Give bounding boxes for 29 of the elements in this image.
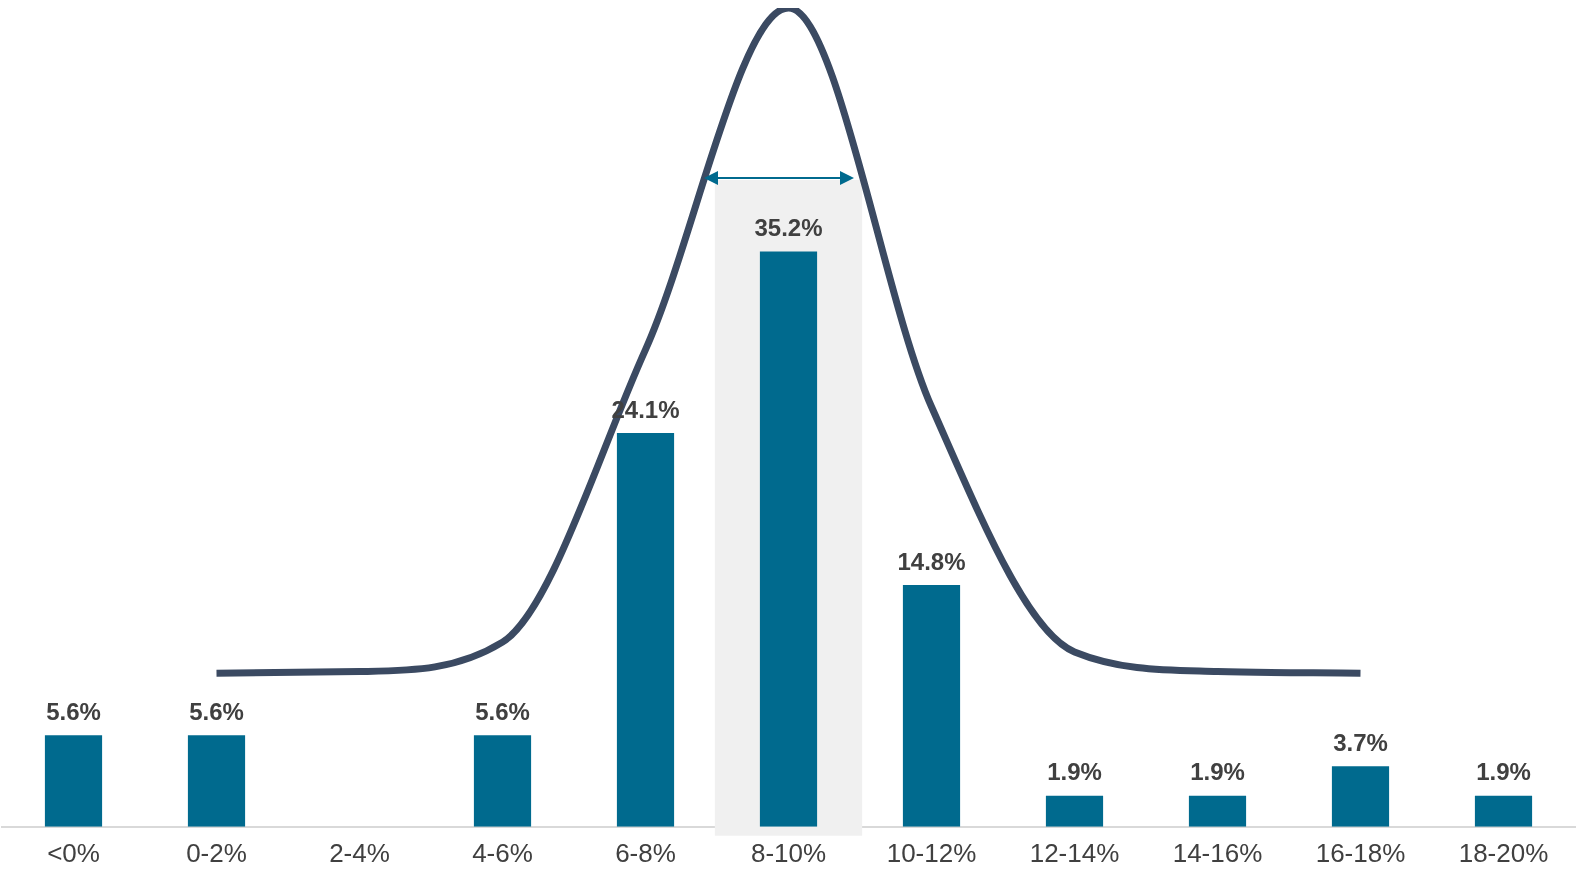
bar [902,584,961,827]
x-tick-label: 18-20% [1458,837,1549,868]
x-tick-label: 14-16% [1172,837,1263,868]
bar [1188,795,1247,827]
bar [473,735,532,827]
x-tick-label: 6-8% [615,837,676,868]
x-tick-label: 10-12% [886,837,977,868]
data-label: 35.2% [754,214,823,242]
x-tick-label: 8-10% [750,837,827,868]
bar [1474,795,1533,827]
bar [1045,795,1104,827]
x-tick-label: 0-2% [186,837,247,868]
x-tick-label: <0% [47,837,100,868]
data-label: 5.6% [475,697,530,725]
x-tick-label: 2-4% [329,837,390,868]
bar [616,432,675,827]
x-tick-label: 12-14% [1029,837,1120,868]
bar [187,735,246,827]
x-tick-label: 16-18% [1315,837,1406,868]
data-label: 5.6% [46,697,101,725]
data-label: 14.8% [897,547,966,575]
data-label: 3.7% [1333,728,1388,756]
data-label: 1.9% [1476,758,1531,786]
bar [44,735,103,827]
bar [1331,766,1390,827]
data-label: 1.9% [1190,758,1245,786]
data-label: 1.9% [1047,758,1102,786]
x-tick-label: 4-6% [472,837,533,868]
data-label: 5.6% [189,697,244,725]
